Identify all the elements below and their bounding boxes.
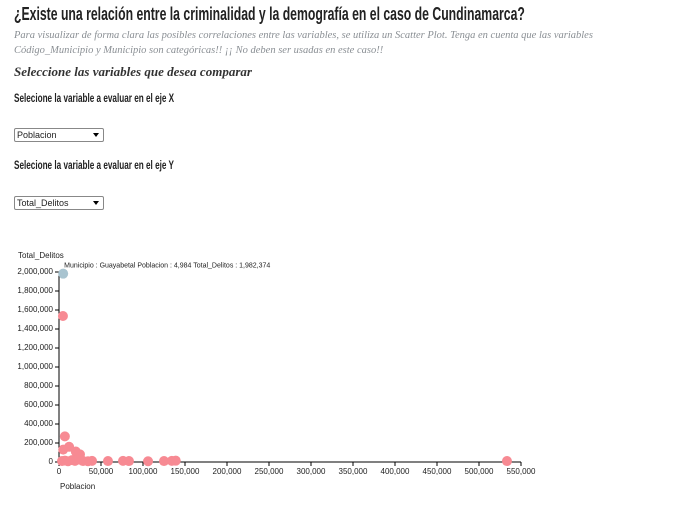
point — [501, 456, 512, 467]
y-axis-label: Total_Delitos — [18, 251, 64, 260]
x-tick-label: 500,000 — [465, 467, 494, 476]
y-tick-label: 2,000,000 — [17, 267, 53, 276]
point — [143, 456, 154, 467]
y-select[interactable]: Total_Delitos — [14, 196, 104, 210]
y-tick-label: 1,800,000 — [17, 286, 53, 295]
y-tick-label: 200,000 — [24, 438, 53, 447]
x-select[interactable]: Poblacion — [14, 128, 104, 142]
y-tick-label: 1,000,000 — [17, 362, 53, 371]
point — [87, 455, 98, 466]
y-tick-label: 0 — [49, 457, 54, 466]
point — [57, 310, 68, 321]
x-tick-label: 450,000 — [423, 467, 452, 476]
scatter-chart: Total_Delitos Poblacion 0 200,000 400,000 6… — [17, 251, 536, 491]
x-tick-label: 550,000 — [507, 467, 536, 476]
x-tick-label: 200,000 — [213, 467, 242, 476]
point — [123, 456, 134, 467]
x-tick-label: 400,000 — [381, 467, 410, 476]
point — [102, 456, 113, 467]
point — [170, 455, 181, 466]
section-title: Seleccione las variables que desea compa… — [14, 64, 252, 79]
x-tick-label: 300,000 — [297, 467, 326, 476]
point — [159, 456, 169, 467]
x-tick-label: 100,000 — [129, 467, 158, 476]
point — [59, 431, 70, 442]
y-tick-label: 800,000 — [24, 381, 53, 390]
page-title: ¿Existe una relación entre la criminalid… — [14, 4, 525, 24]
y-select-label: Selecione la variable a evaluar en el ej… — [14, 158, 174, 172]
x-select-label: Selecione la variable a evaluar en el ej… — [14, 91, 175, 105]
x-tick-label: 250,000 — [255, 467, 284, 476]
x-tick-label: 0 — [57, 467, 62, 476]
subtitle: Para visualizar de forma clara las posib… — [14, 30, 593, 56]
x-tick-label: 150,000 — [171, 467, 200, 476]
y-tick-label: 600,000 — [24, 400, 53, 409]
x-tick-label: 350,000 — [339, 467, 368, 476]
point — [58, 268, 69, 279]
y-tick-label: 1,400,000 — [17, 324, 53, 333]
x-tick-label: 50,000 — [89, 467, 114, 476]
y-tick-label: 1,600,000 — [17, 305, 53, 314]
x-axis-label: Poblacion — [60, 482, 95, 491]
tooltip: Municipio : Guayabetal Poblacion : 4,984… — [64, 263, 270, 270]
y-tick-label: 1,200,000 — [17, 343, 53, 352]
y-tick-label: 400,000 — [24, 419, 53, 428]
point — [58, 444, 69, 455]
